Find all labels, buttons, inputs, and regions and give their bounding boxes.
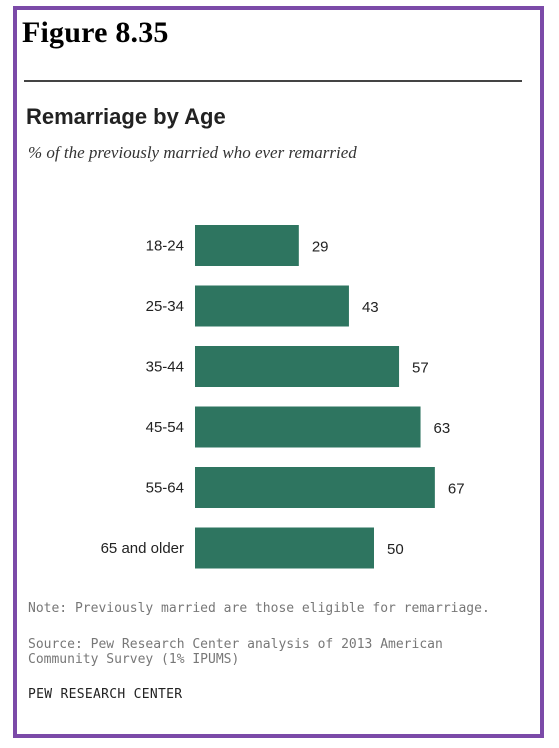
figure-label: Figure 8.35 — [22, 16, 169, 49]
category-label: 25-34 — [146, 298, 184, 315]
category-label: 35-44 — [146, 359, 184, 376]
chart-source: Source: Pew Research Center analysis of … — [28, 637, 443, 667]
chart-note: Note: Previously married are those eligi… — [28, 601, 490, 616]
value-label: 63 — [434, 420, 451, 437]
value-label: 57 — [412, 360, 429, 377]
category-label: 18-24 — [146, 238, 184, 255]
bar-55-64 — [195, 467, 435, 508]
chart-title: Remarriage by Age — [26, 104, 226, 129]
bar-18-24 — [195, 225, 299, 266]
bar-25-34 — [195, 285, 349, 327]
value-label: 67 — [448, 481, 465, 498]
chart-subtitle: % of the previously married who ever rem… — [28, 143, 357, 162]
category-label: 55-64 — [146, 480, 184, 497]
bar-65-and-older — [195, 527, 374, 569]
value-label: 29 — [312, 239, 329, 256]
bar-35-44 — [195, 346, 400, 387]
title-divider — [24, 80, 522, 82]
category-label: 45-54 — [146, 419, 184, 436]
category-label: 65 and older — [101, 540, 184, 557]
value-label: 50 — [387, 541, 404, 558]
value-label: 43 — [362, 299, 379, 316]
publisher-name: PEW RESEARCH CENTER — [28, 687, 183, 702]
bar-45-54 — [195, 406, 421, 448]
